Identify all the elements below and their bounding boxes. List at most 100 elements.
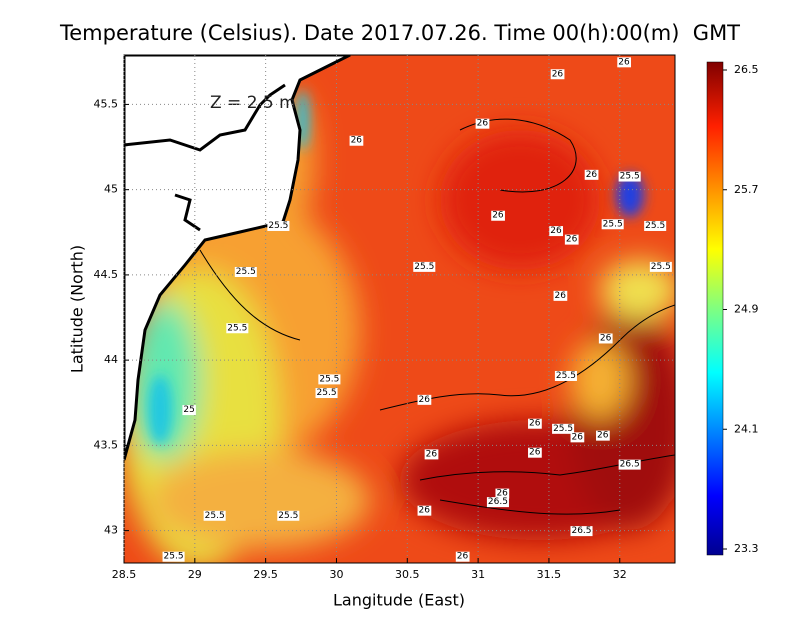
contour-label: 25.5	[319, 374, 339, 384]
contour-label-box	[277, 510, 300, 521]
x-tick-label: 29	[188, 568, 202, 581]
contour-label: 25.5	[603, 219, 623, 229]
temperature-field	[124, 55, 675, 563]
contour-label: 25.5	[317, 388, 337, 398]
contour-label: 26	[426, 449, 438, 459]
contour-label-box	[617, 57, 632, 68]
contour-label-box	[618, 459, 641, 470]
contour-label-box	[549, 226, 564, 237]
contour-label-box	[596, 430, 610, 441]
x-tick-label: 32	[613, 568, 627, 581]
x-tick-label: 30.5	[395, 568, 420, 581]
contour-label-box	[550, 69, 565, 80]
contour-label-box	[644, 220, 667, 231]
contour-label-box	[226, 323, 249, 334]
y-tick-label: 45.5	[94, 97, 119, 110]
x-axis-label: Langitude (East)	[333, 591, 465, 610]
contour-label: 25.5	[553, 424, 573, 434]
y-axis-label: Latitude (North)	[68, 245, 87, 373]
contour-label-box	[495, 488, 510, 499]
y-tick-label: 44	[104, 353, 118, 366]
contour-label-box	[455, 551, 470, 562]
x-tick-label: 29.5	[253, 568, 278, 581]
contour-label-box	[554, 370, 577, 381]
contour-label-box	[553, 290, 568, 301]
contour-label: 26	[419, 395, 431, 405]
contour-label: 26	[618, 57, 630, 67]
contour-label: 25.5	[414, 262, 434, 272]
depth-label: Z = 2.5 m	[210, 93, 296, 113]
contour-label-box	[584, 169, 599, 180]
contour-label: 26.5	[488, 497, 508, 507]
contour-label-box	[618, 171, 641, 182]
contour-label: 25.5	[278, 511, 298, 521]
colorbar-tick-label: 24.1	[734, 422, 759, 435]
contour-label-box	[475, 118, 490, 129]
contour-label-box	[349, 135, 364, 146]
colorbar-tick-label: 25.7	[734, 183, 759, 196]
contour-label: 26.5	[620, 460, 640, 470]
contour-label: 26	[586, 170, 598, 180]
x-tick-label: 28.5	[112, 568, 137, 581]
contour-label: 26	[496, 489, 508, 499]
contour-label-box	[417, 505, 432, 516]
contour-label-box	[162, 551, 185, 562]
contour-label: 25.5	[556, 371, 576, 381]
contour-label: 25.5	[268, 221, 288, 231]
contour-label: 25.5	[164, 552, 184, 562]
contour-label-box	[570, 432, 585, 443]
contour-label: 26	[419, 506, 431, 516]
contour-label: 26	[555, 291, 567, 301]
contour-label-box	[182, 405, 196, 416]
y-tick-label: 45	[104, 183, 118, 196]
contour-label: 25.5	[620, 172, 640, 182]
contour-label: 26	[457, 552, 469, 562]
contour-label: 25.5	[651, 262, 671, 272]
contour-label: 26	[529, 448, 541, 458]
contour-label-box	[601, 219, 624, 230]
contour-label-box	[413, 261, 436, 272]
contour-label-box	[528, 447, 542, 458]
y-tick-label: 44.5	[94, 268, 119, 281]
contour-label-box	[528, 418, 542, 429]
contour-label: 26	[550, 226, 562, 236]
contour-label: 26	[351, 136, 363, 146]
contour-label-box	[203, 510, 226, 521]
colorbar-tick-label: 26.5	[734, 63, 759, 76]
contour-label-box	[486, 497, 509, 508]
contour-label: 25.5	[227, 323, 247, 333]
colorbar-tick-label: 24.9	[734, 303, 759, 316]
contour-label: 26	[597, 431, 609, 441]
contour-label: 26	[566, 235, 578, 245]
contour-label: 25.5	[205, 511, 225, 521]
contour-label: 26	[529, 419, 541, 429]
contour-label-box	[649, 261, 672, 272]
x-tick-label: 30	[329, 568, 343, 581]
colorbar-tick-label: 23.3	[734, 542, 759, 555]
contour-label-box	[564, 234, 579, 245]
contour-label-box	[417, 394, 432, 405]
contour-label: 26	[492, 211, 504, 221]
contour-label-box	[267, 220, 290, 231]
colorbar	[706, 61, 724, 556]
contour-label: 26	[572, 432, 584, 442]
contour-label-box	[491, 210, 505, 221]
contour-label-box	[234, 266, 257, 277]
contour-label-box	[424, 449, 439, 460]
contour-label: 25.5	[236, 267, 256, 277]
contour-label-box	[570, 526, 593, 537]
x-tick-label: 31	[471, 568, 485, 581]
contour-label: 26	[600, 333, 612, 343]
contour-label: 26	[552, 69, 564, 79]
x-tick-label: 31.5	[537, 568, 562, 581]
contour-label-box	[552, 423, 575, 434]
contour-label: 25	[183, 405, 194, 415]
map-title: Temperature (Celsius). Date 2017.07.26. …	[59, 21, 740, 45]
contour-label: 26	[477, 119, 489, 129]
plot-frame	[123, 54, 676, 564]
contour-label: 26.5	[571, 526, 591, 536]
contour-label-box	[315, 388, 338, 399]
y-tick-label: 43.5	[94, 438, 119, 451]
contour-label-box	[598, 333, 613, 344]
